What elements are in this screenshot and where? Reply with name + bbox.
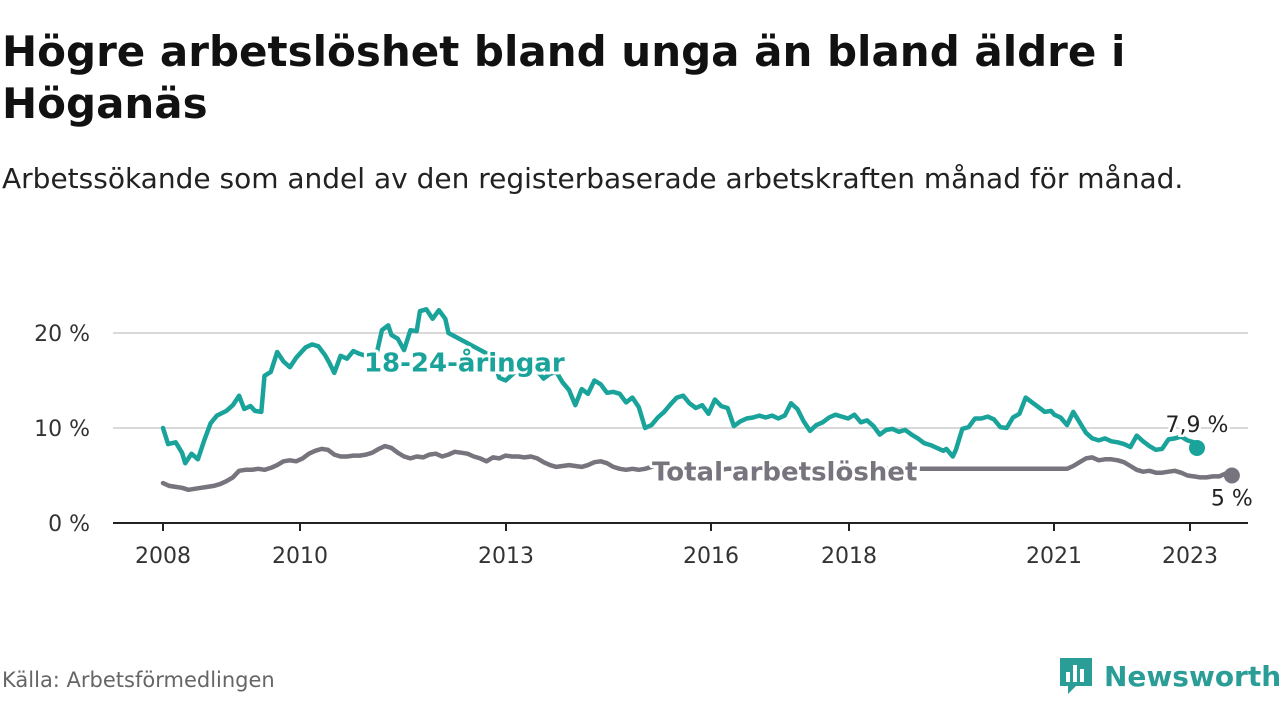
- x-tick-label: 2021: [1026, 544, 1082, 569]
- series-label-youth: 18-24-åringar: [364, 346, 565, 378]
- end-label-total: 5 %: [1211, 487, 1253, 512]
- x-tick-label: 2023: [1162, 544, 1218, 569]
- series-labels: 18-24-åringar Total arbetslöshet 7,9 % 5 %: [361, 343, 1255, 514]
- x-tick-label: 2013: [478, 544, 534, 569]
- series-line-youth: [160, 307, 1200, 466]
- x-tick-label: 2018: [821, 544, 877, 569]
- newsworthy-logo-icon: [1060, 658, 1092, 694]
- chart-subtitle: Arbetssökande som andel av den registerb…: [2, 162, 1184, 195]
- brand-logo[interactable]: Newsworthy: [1058, 656, 1280, 696]
- series-lines: [160, 307, 1240, 493]
- series-line-total: [160, 443, 1235, 493]
- series-label-total: Total arbetslöshet: [652, 458, 917, 488]
- axes: 0 % 10 % 20 % 2008 2010 2013 2016 2018 2021 2023: [34, 322, 1248, 569]
- source-note: Källa: Arbetsförmedlingen: [2, 668, 275, 692]
- end-point-total: [1223, 467, 1240, 484]
- x-tick-label: 2016: [683, 544, 739, 569]
- brand-name: Newsworthy: [1104, 659, 1280, 693]
- chart-title: Högre arbetslöshet bland unga än bland ä…: [2, 27, 1126, 128]
- y-tick-label: 0 %: [48, 512, 90, 537]
- line-chart: 0 %10 %20 %2008 2010 2013 2016 2018 2021 2023 …: [34, 307, 1255, 569]
- y-tick-label: 10 %: [34, 417, 90, 442]
- x-tick-label: 2008: [135, 544, 191, 569]
- end-label-youth: 7,9 %: [1166, 413, 1229, 438]
- end-point-youth: [1189, 439, 1205, 456]
- grid-lines: [113, 332, 1248, 429]
- y-tick-label: 20 %: [34, 322, 90, 347]
- x-tick-label: 2010: [272, 544, 328, 569]
